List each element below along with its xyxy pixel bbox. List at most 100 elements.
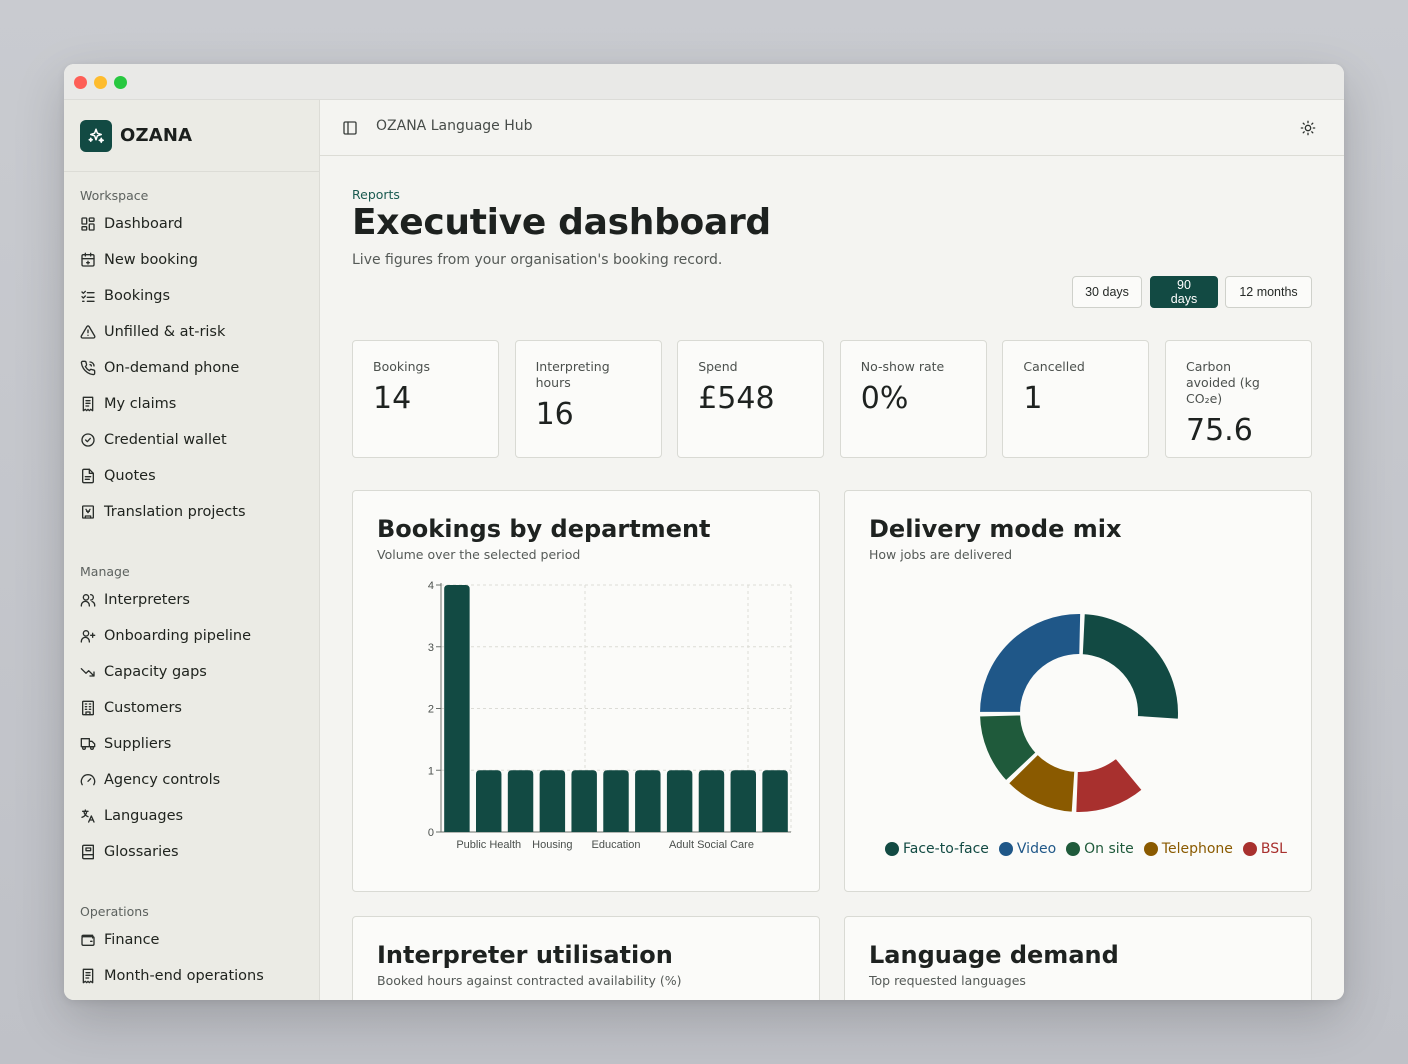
sidebar-item-on-demand-phone[interactable]: On-demand phone xyxy=(80,354,239,382)
top-bar: OZANA Language Hub xyxy=(320,100,1344,156)
receipt-icon xyxy=(82,968,94,984)
legend-item[interactable]: Face-to-face xyxy=(885,841,989,857)
range-button-12-months[interactable]: 12 months xyxy=(1225,276,1312,308)
bar[interactable] xyxy=(476,770,502,832)
sidebar-item-new-booking[interactable]: New booking xyxy=(80,246,198,274)
delivery-mode-card: Delivery mode mix How jobs are delivered… xyxy=(844,490,1312,892)
app-title: OZANA Language Hub xyxy=(376,118,533,134)
sidebar-item-capacity-gaps[interactable]: Capacity gaps xyxy=(80,658,207,686)
donut-slice-telephone[interactable] xyxy=(1006,752,1077,814)
bar[interactable] xyxy=(539,770,566,832)
legend-label: On site xyxy=(1084,841,1134,857)
building-icon xyxy=(82,700,94,716)
sun-icon[interactable] xyxy=(1300,120,1316,136)
badge-check-icon xyxy=(81,433,95,447)
range-button-90-days[interactable]: 90 days xyxy=(1150,276,1218,308)
legend-swatch xyxy=(1242,842,1257,856)
legend-item[interactable]: Video xyxy=(998,841,1057,857)
sidebar-item-glossaries[interactable]: Glossaries xyxy=(80,838,179,866)
kpi-value: 75.6 xyxy=(1186,413,1253,448)
x-tick-label: Education xyxy=(592,839,641,851)
kpi-label: Interpreting hours xyxy=(535,359,610,390)
receipt-icon xyxy=(82,396,94,412)
sidebar-item-label: Suppliers xyxy=(104,736,172,752)
sidebar-item-agency-controls[interactable]: Agency controls xyxy=(80,766,220,794)
x-tick-label: Housing xyxy=(532,839,572,851)
bar[interactable] xyxy=(507,770,534,832)
page-subtitle: Live figures from your organisation's bo… xyxy=(352,252,723,268)
bar[interactable] xyxy=(635,770,661,832)
close-window-button[interactable] xyxy=(74,76,87,89)
sidebar-item-customers[interactable]: Customers xyxy=(80,694,182,722)
bar[interactable] xyxy=(571,770,597,832)
legend-item[interactable]: On site xyxy=(1066,841,1134,857)
kpi-label: Spend xyxy=(698,359,738,374)
sidebar-item-interpreters[interactable]: Interpreters xyxy=(80,586,190,614)
sidebar-item-onboarding-pipeline[interactable]: Onboarding pipeline xyxy=(80,622,251,650)
sidebar-item-my-claims[interactable]: My claims xyxy=(80,390,176,418)
sidebar-item-quotes[interactable]: Quotes xyxy=(80,462,156,490)
y-tick-label: 3 xyxy=(428,642,434,654)
bar[interactable] xyxy=(698,770,725,832)
sidebar-item-label: Agency controls xyxy=(104,772,221,788)
card-subtitle: Top requested languages xyxy=(869,973,1026,988)
y-tick-label: 4 xyxy=(428,580,434,592)
wallet-icon xyxy=(81,934,95,946)
page-title: Executive dashboard xyxy=(352,202,771,243)
sidebar-item-label: My claims xyxy=(104,396,177,412)
bar[interactable] xyxy=(762,770,788,832)
checklist-icon xyxy=(81,290,95,302)
language-bar-chart: French xyxy=(845,997,1312,1000)
sidebar-item-unfilled-at-risk[interactable]: Unfilled & at-risk xyxy=(80,318,225,346)
brand[interactable]: OZANA xyxy=(64,100,319,172)
users-icon xyxy=(80,594,96,607)
card-title: Interpreter utilisation xyxy=(377,941,673,969)
x-tick-label: Adult Social Care xyxy=(669,839,754,851)
kpi-label: Cancelled xyxy=(1023,359,1085,374)
department-bar-chart: 0 1 2 3 4 Public Health Housing Education Adult … xyxy=(428,580,792,851)
donut-slice-on-site[interactable] xyxy=(978,713,1039,783)
bar[interactable] xyxy=(666,770,693,832)
kpi-card: Cancelled 1 xyxy=(1002,340,1150,458)
kpi-value: 0% xyxy=(860,381,909,416)
app-window: OZANA Workspace Dashboard New booking Booki… xyxy=(64,64,1344,1000)
sidebar-item-translation-projects[interactable]: Translation projects xyxy=(80,498,246,526)
donut-slice-bsl[interactable] xyxy=(1074,756,1145,814)
bar[interactable] xyxy=(603,770,629,832)
sidebar-item-label: Customers xyxy=(104,700,182,716)
bar[interactable] xyxy=(444,585,470,832)
legend-swatch xyxy=(998,842,1013,856)
donut-slice-video[interactable] xyxy=(977,612,1083,714)
y-tick-label: 2 xyxy=(428,704,434,716)
legend-label: Video xyxy=(1016,841,1057,857)
card-title: Delivery mode mix xyxy=(869,515,1122,543)
range-button-30-days[interactable]: 30 days xyxy=(1072,276,1142,308)
sidebar-toggle-icon[interactable] xyxy=(342,120,358,136)
sidebar-item-label: Capacity gaps xyxy=(104,664,207,680)
sidebar-item-suppliers[interactable]: Suppliers xyxy=(80,730,171,758)
card-subtitle: How jobs are delivered xyxy=(869,547,1013,562)
legend-label: BSL xyxy=(1260,841,1287,857)
minimize-window-button[interactable] xyxy=(94,76,107,89)
sidebar-item-label: Languages xyxy=(104,808,184,824)
nav-section-label: Operations xyxy=(80,904,149,919)
y-tick-label: 0 xyxy=(428,827,434,839)
sidebar-item-languages[interactable]: Languages xyxy=(80,802,183,830)
legend-item[interactable]: BSL xyxy=(1242,841,1287,857)
sidebar-item-bookings[interactable]: Bookings xyxy=(80,282,170,310)
kpi-card: Carbon avoided (kg CO₂e) 75.6 xyxy=(1165,340,1312,458)
sidebar-item-label: Glossaries xyxy=(104,844,179,860)
sidebar-item-dashboard[interactable]: Dashboard xyxy=(80,210,183,238)
sidebar-item-credential-wallet[interactable]: Credential wallet xyxy=(80,426,227,454)
sidebar-item-label: Month-end operations xyxy=(104,968,264,984)
donut-slice-face-to-face[interactable] xyxy=(1080,612,1180,721)
breadcrumb[interactable]: Reports xyxy=(352,187,400,202)
maximize-window-button[interactable] xyxy=(114,76,127,89)
bar[interactable] xyxy=(730,770,756,832)
brand-name: OZANA xyxy=(120,125,193,146)
sidebar-item-month-end-operations[interactable]: Month-end operations xyxy=(80,962,264,990)
nav-section-label: Workspace xyxy=(80,188,149,203)
sidebar-item-finance[interactable]: Finance xyxy=(80,926,159,954)
legend-item[interactable]: Telephone xyxy=(1143,841,1233,857)
trending-down-icon xyxy=(80,668,95,677)
